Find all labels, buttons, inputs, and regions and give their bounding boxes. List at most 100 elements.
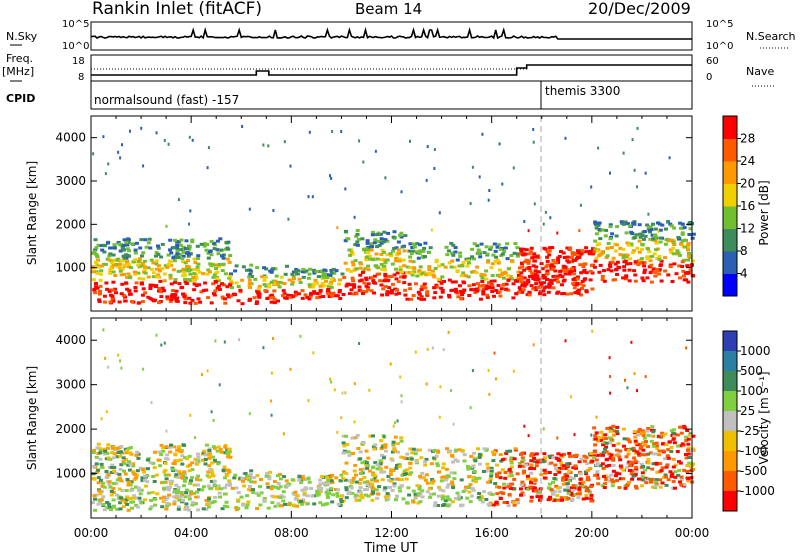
echo-cell	[392, 246, 397, 250]
echo-cell	[258, 485, 262, 489]
echo-cell	[309, 487, 314, 490]
echo-cell	[654, 478, 659, 482]
echo-cell	[426, 145, 429, 149]
echo-cell	[639, 462, 644, 466]
echo-cell	[462, 459, 467, 463]
echo-cell	[366, 288, 371, 291]
echo-cell	[592, 426, 597, 430]
echo-cell	[208, 262, 213, 266]
echo-cell	[613, 262, 618, 266]
echo-cell	[325, 476, 329, 480]
echo-cell	[461, 490, 466, 493]
echo-cell	[685, 464, 690, 467]
echo-cell	[361, 247, 366, 251]
echo-cell	[317, 485, 322, 489]
echo-cell	[335, 294, 340, 298]
echo-cell	[503, 476, 508, 480]
echo-cell	[206, 369, 209, 373]
echo-cell	[576, 496, 581, 500]
echo-cell	[430, 228, 433, 232]
echo-cell	[521, 253, 526, 257]
echo-cell	[256, 493, 261, 497]
ytick-label: 2000	[55, 422, 86, 436]
echo-cell	[378, 462, 383, 466]
echo-cell	[509, 465, 514, 469]
echo-cell	[490, 284, 495, 288]
echo-cell	[454, 448, 458, 452]
echo-cell	[112, 466, 117, 469]
echo-cell	[671, 240, 676, 244]
echo-cell	[682, 222, 685, 226]
echo-cell	[215, 270, 220, 274]
echo-cell	[283, 272, 288, 276]
ytick-label: 1000	[55, 261, 86, 275]
freq-trace	[91, 64, 692, 76]
echo-cell	[506, 485, 511, 489]
echo-cell	[223, 340, 226, 344]
echo-cell	[175, 249, 180, 253]
echo-cell	[171, 256, 176, 260]
echo-cell	[413, 496, 418, 500]
echo-cell	[197, 283, 201, 287]
echo-cell	[183, 495, 188, 499]
echo-cell	[137, 276, 142, 280]
echo-cell	[532, 343, 535, 347]
echo-cell	[578, 490, 583, 494]
echo-cell	[146, 275, 151, 279]
echo-cell	[379, 470, 384, 474]
echo-cell	[140, 300, 145, 304]
echo-cell	[228, 274, 233, 278]
echo-cell	[365, 466, 370, 470]
echo-cell	[632, 430, 637, 433]
echo-cell	[486, 466, 491, 470]
echo-cell	[668, 248, 673, 252]
echo-cell	[457, 494, 461, 498]
echo-cell	[376, 492, 381, 496]
echo-cell	[427, 268, 432, 272]
echo-cell	[312, 282, 317, 286]
echo-cell	[415, 274, 420, 278]
echo-cell	[450, 453, 455, 457]
echo-cell	[142, 470, 147, 474]
echo-cell	[515, 472, 520, 476]
echo-cell	[640, 453, 645, 457]
echo-cell	[163, 264, 168, 268]
echo-cell	[184, 282, 189, 285]
echo-cell	[174, 289, 179, 293]
echo-cell	[615, 429, 620, 433]
echo-cell	[140, 254, 144, 258]
echo-cell	[223, 445, 228, 449]
echo-cell	[278, 496, 283, 499]
echo-cell	[111, 270, 116, 274]
echo-cell	[606, 475, 611, 479]
echo-cell	[344, 229, 348, 233]
echo-cell	[684, 439, 689, 442]
echo-cell	[328, 477, 333, 481]
echo-cell	[300, 270, 305, 274]
echo-cell	[142, 268, 147, 272]
echo-cell	[390, 289, 394, 292]
echo-cell	[93, 508, 97, 512]
echo-cell	[184, 239, 189, 243]
echo-cell	[385, 293, 390, 297]
echo-cell	[371, 230, 376, 234]
echo-cell	[263, 289, 268, 293]
echo-cell	[276, 487, 281, 490]
echo-cell	[578, 477, 583, 481]
echo-cell	[182, 470, 187, 474]
echo-cell	[304, 487, 309, 491]
echo-cell	[223, 451, 228, 455]
echo-cell	[240, 302, 245, 306]
echo-cell	[353, 215, 356, 219]
echo-cell	[685, 346, 688, 350]
echo-cell	[148, 287, 153, 290]
echo-cell	[208, 487, 213, 491]
echo-cell	[399, 235, 404, 239]
colorbar-segment	[723, 431, 737, 452]
echo-cell	[372, 474, 377, 478]
echo-cell	[111, 469, 116, 473]
echo-cell	[262, 498, 267, 502]
echo-cell	[187, 497, 192, 501]
echo-cell	[175, 256, 180, 259]
echo-cell	[567, 469, 572, 473]
